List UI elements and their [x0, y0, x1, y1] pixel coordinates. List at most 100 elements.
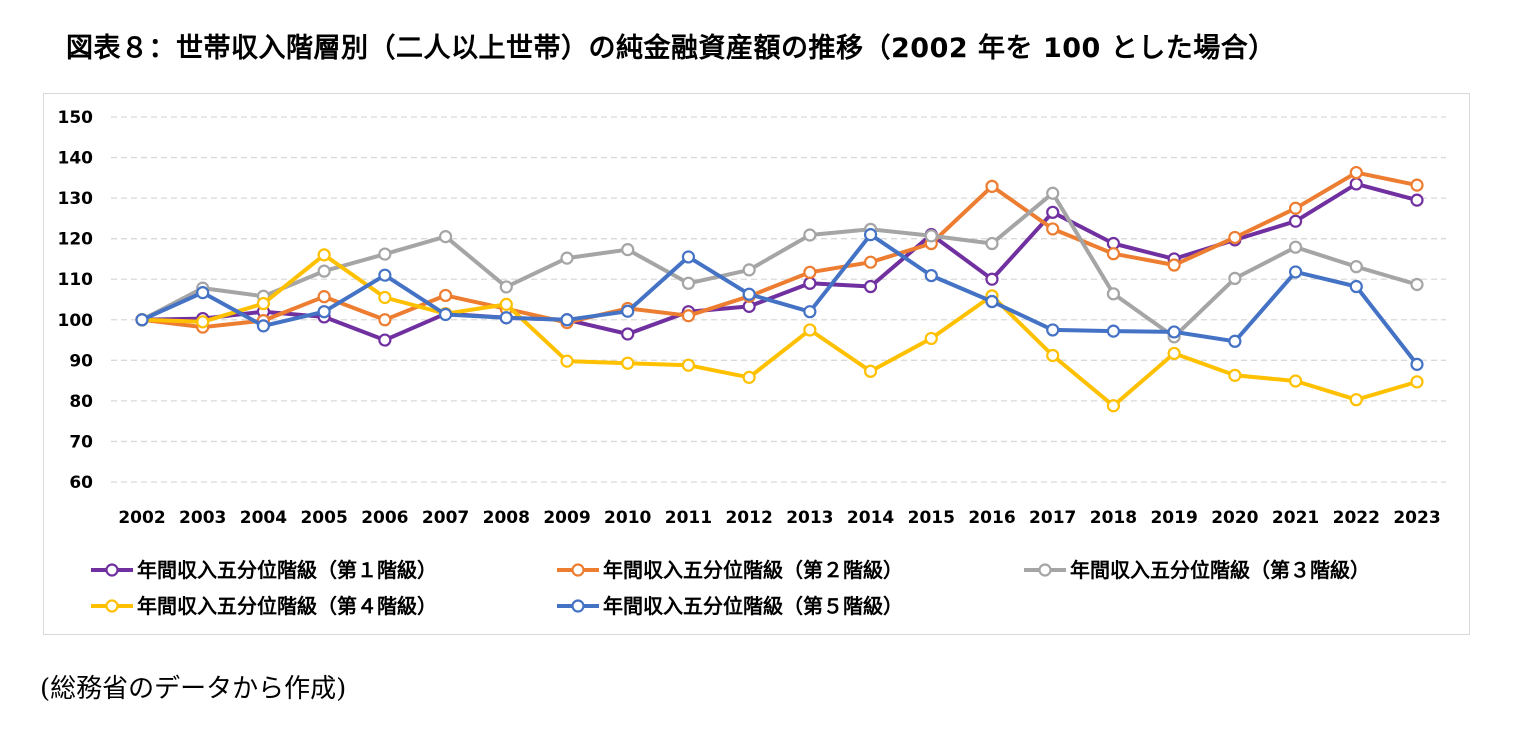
legend-marker — [105, 563, 119, 577]
data-point — [985, 272, 999, 286]
data-point — [681, 250, 696, 264]
data-point — [1288, 240, 1303, 254]
data-point — [803, 265, 817, 279]
data-point — [621, 304, 635, 318]
x-tick-label: 2019 — [1150, 508, 1197, 528]
legend-marker — [105, 599, 119, 613]
x-tick-label: 2009 — [543, 508, 590, 528]
data-point — [1288, 214, 1303, 228]
data-point — [560, 354, 574, 368]
x-tick-label: 2021 — [1272, 508, 1319, 528]
chart-title: 図表８：世帯収入階層別（二人以上世帯）の純金融資産額の推移（2002 年を 10… — [66, 33, 1276, 64]
data-point — [378, 268, 392, 282]
data-point — [1106, 399, 1121, 413]
legend-label: 年間収入五分位階級（第３階級） — [1070, 558, 1370, 582]
data-point — [1410, 193, 1424, 207]
data-point — [863, 279, 878, 294]
data-point — [1288, 201, 1303, 215]
data-point — [1349, 260, 1363, 274]
data-point — [499, 311, 513, 325]
legend-label: 年間収入五分位階級（第２階級） — [603, 558, 903, 582]
x-tick-label: 2010 — [604, 508, 651, 528]
data-point — [803, 323, 817, 337]
x-tick-label: 2008 — [483, 508, 530, 528]
y-tick-label: 110 — [58, 270, 94, 290]
data-point — [1046, 222, 1060, 236]
data-point — [438, 230, 453, 244]
data-point — [621, 243, 635, 257]
data-point — [256, 296, 271, 311]
data-point — [438, 307, 453, 322]
data-point — [681, 358, 696, 372]
x-tick-label: 2017 — [1029, 508, 1076, 528]
data-point — [378, 313, 392, 327]
data-point — [317, 305, 331, 319]
data-point — [1288, 265, 1303, 279]
x-tick-label: 2014 — [847, 508, 894, 528]
y-tick-label: 80 — [69, 392, 93, 412]
data-point — [1349, 393, 1363, 407]
data-point — [1410, 178, 1424, 192]
data-point — [924, 331, 938, 346]
x-tick-label: 2015 — [908, 508, 955, 528]
data-point — [196, 286, 210, 300]
legend-label: 年間収入五分位階級（第５階級） — [603, 594, 903, 618]
y-tick-label: 60 — [69, 473, 93, 493]
x-tick-label: 2020 — [1211, 508, 1258, 528]
data-point — [560, 251, 574, 265]
x-tick-label: 2022 — [1333, 508, 1380, 528]
data-point — [317, 248, 331, 262]
data-point — [742, 263, 756, 277]
data-point — [1106, 287, 1121, 301]
x-tick-label: 2013 — [786, 508, 833, 528]
data-point — [1106, 247, 1121, 261]
x-tick-label: 2007 — [422, 508, 469, 528]
legend-item-2: 年間収入五分位階級（第２階級） — [557, 558, 903, 582]
data-point — [1228, 271, 1242, 286]
data-point — [1228, 334, 1242, 348]
data-point — [681, 309, 696, 323]
x-tick-label: 2011 — [665, 508, 712, 528]
data-point — [985, 236, 999, 251]
data-point — [985, 179, 999, 193]
y-tick-label: 140 — [58, 149, 94, 169]
data-point — [803, 305, 817, 319]
series-line-5 — [140, 232, 1419, 367]
data-point — [924, 268, 938, 283]
data-point — [378, 290, 392, 305]
data-point — [621, 327, 635, 341]
source-note: (総務省のデータから作成) — [40, 674, 347, 704]
x-tick-label: 2004 — [240, 508, 287, 528]
legend-marker — [1038, 563, 1052, 577]
data-point — [1106, 324, 1121, 338]
x-tick-label: 2023 — [1393, 508, 1440, 528]
data-point — [1046, 348, 1060, 363]
data-point — [560, 313, 574, 327]
data-point — [1167, 325, 1181, 339]
data-point — [863, 228, 878, 242]
series-line-4 — [140, 252, 1419, 408]
x-tick-label: 2012 — [725, 508, 772, 528]
x-tick-label: 2016 — [968, 508, 1015, 528]
data-point — [1046, 205, 1060, 219]
x-tick-label: 2006 — [361, 508, 408, 528]
data-point — [1288, 374, 1303, 388]
legend-item-1: 年間収入五分位階級（第１階級） — [91, 558, 437, 582]
x-tick-label: 2005 — [300, 508, 347, 528]
line-chart: 60 70 80 90 100 110 120 130 140 150 2002 2003 2004 20… — [58, 108, 1446, 618]
data-point — [378, 247, 392, 261]
data-point — [742, 370, 756, 384]
data-point — [863, 255, 878, 269]
data-point — [317, 264, 331, 278]
data-point — [378, 333, 392, 347]
data-point — [742, 287, 756, 301]
data-point — [1167, 258, 1181, 272]
data-point — [317, 290, 331, 304]
data-point — [863, 364, 878, 378]
x-tick-label: 2002 — [118, 508, 165, 528]
series-line-3 — [140, 191, 1419, 339]
data-point — [1228, 368, 1242, 382]
legend-item-4: 年間収入五分位階級（第４階級） — [91, 594, 437, 618]
y-tick-label: 150 — [58, 108, 94, 128]
x-tick-label: 2018 — [1090, 508, 1137, 528]
